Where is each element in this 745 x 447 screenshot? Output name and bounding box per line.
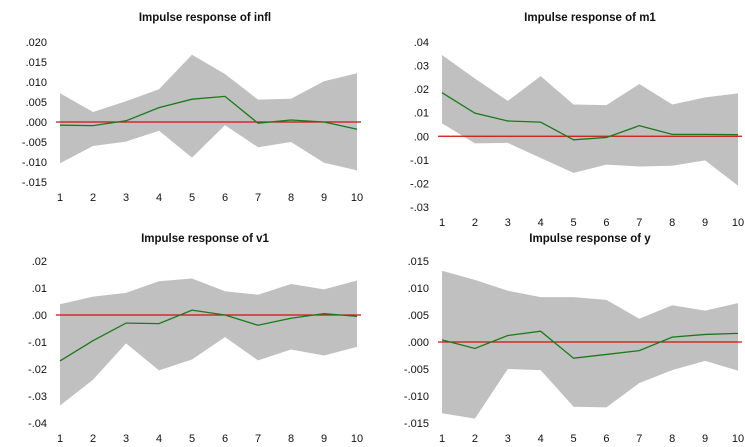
x-tick-label: 3: [505, 217, 511, 229]
y-tick-label: .02: [414, 84, 429, 96]
x-tick-label: 10: [732, 217, 744, 229]
y-tick-label: .000: [408, 337, 429, 349]
y-tick-label: -.04: [28, 418, 47, 430]
y-tick-label: .01: [32, 283, 47, 295]
confidence-band: [442, 54, 738, 186]
y-tick-label: -.03: [28, 391, 47, 403]
x-tick-label: 7: [255, 192, 261, 204]
x-tick-label: 6: [222, 192, 228, 204]
x-tick-label: 5: [570, 217, 576, 229]
x-tick-label: 9: [702, 217, 708, 229]
y-tick-label: -.02: [28, 364, 47, 376]
y-tick-label: -.010: [404, 391, 429, 403]
x-tick-label: 1: [57, 192, 63, 204]
y-tick-label: .000: [26, 117, 47, 129]
x-tick-label: 5: [189, 433, 195, 445]
x-tick-label: 4: [538, 433, 544, 445]
y-tick-label: .015: [408, 256, 429, 268]
y-tick-label: -.03: [410, 202, 429, 214]
y-tick-label: -.005: [404, 364, 429, 376]
y-tick-label: .010: [408, 283, 429, 295]
y-tick-label: .00: [414, 131, 429, 143]
x-tick-label: 8: [288, 192, 294, 204]
y-tick-label: -.010: [22, 157, 47, 169]
x-tick-label: 6: [603, 433, 609, 445]
chart-title: Impulse response of y: [529, 233, 651, 245]
y-tick-label: .04: [414, 37, 429, 49]
x-tick-label: 9: [702, 433, 708, 445]
confidence-band: [60, 278, 357, 406]
chart-title: Impulse response of m1: [524, 12, 656, 24]
x-tick-label: 7: [636, 217, 642, 229]
y-tick-label: .005: [26, 97, 47, 109]
panel-y: Impulse response of y .015 .010 .005 .000 -.…: [404, 233, 744, 445]
x-tick-label: 8: [288, 433, 294, 445]
chart-title: Impulse response of v1: [141, 233, 269, 245]
response-line: [441, 330, 739, 359]
response-line: [59, 309, 358, 362]
confidence-band: [60, 54, 357, 171]
x-tick-label: 6: [603, 217, 609, 229]
y-tick-label: .020: [26, 37, 47, 49]
x-tick-label: 4: [538, 217, 544, 229]
x-tick-label: 2: [90, 192, 96, 204]
x-tick-label: 10: [351, 192, 363, 204]
response-line: [441, 92, 739, 141]
panel-v1: Impulse response of v1 .02 .01 .00 -.01 -.02…: [28, 233, 363, 445]
chart-title: Impulse response of infl: [139, 12, 271, 24]
y-tick-label: -.005: [22, 137, 47, 149]
y-tick-label: .02: [32, 256, 47, 268]
x-tick-label: 7: [636, 433, 642, 445]
x-tick-label: 4: [156, 433, 162, 445]
y-tick-label: .00: [32, 310, 47, 322]
y-tick-label: -.01: [28, 337, 47, 349]
x-tick-label: 3: [505, 433, 511, 445]
x-tick-label: 2: [90, 433, 96, 445]
x-tick-label: 1: [57, 433, 63, 445]
x-tick-label: 7: [255, 433, 261, 445]
y-tick-label: -.015: [22, 177, 47, 189]
confidence-band: [442, 270, 738, 419]
x-tick-label: 9: [321, 192, 327, 204]
x-tick-label: 5: [570, 433, 576, 445]
panel-m1: Impulse response of m1 .04 .03 .02 .01 .00 -.…: [410, 12, 744, 229]
x-tick-label: 8: [669, 217, 675, 229]
y-tick-label: .010: [26, 77, 47, 89]
y-tick-label: -.01: [410, 155, 429, 167]
y-tick-label: .01: [414, 108, 429, 120]
y-tick-label: .005: [408, 310, 429, 322]
y-tick-label: .03: [414, 61, 429, 73]
x-tick-label: 2: [472, 433, 478, 445]
x-tick-label: 4: [156, 192, 162, 204]
x-tick-label: 5: [189, 192, 195, 204]
y-tick-label: -.015: [404, 418, 429, 430]
x-tick-label: 3: [123, 192, 129, 204]
x-tick-label: 1: [439, 433, 445, 445]
x-tick-label: 2: [472, 217, 478, 229]
x-tick-label: 9: [321, 433, 327, 445]
x-tick-label: 10: [732, 433, 744, 445]
x-tick-label: 8: [669, 433, 675, 445]
y-tick-label: -.02: [410, 178, 429, 190]
x-tick-label: 6: [222, 433, 228, 445]
x-tick-label: 1: [439, 217, 445, 229]
panel-infl: Impulse response of infl .020 .015 .010 .00…: [22, 12, 363, 204]
x-tick-label: 10: [351, 433, 363, 445]
x-tick-label: 3: [123, 433, 129, 445]
y-tick-label: .015: [26, 57, 47, 69]
response-line: [59, 95, 358, 130]
